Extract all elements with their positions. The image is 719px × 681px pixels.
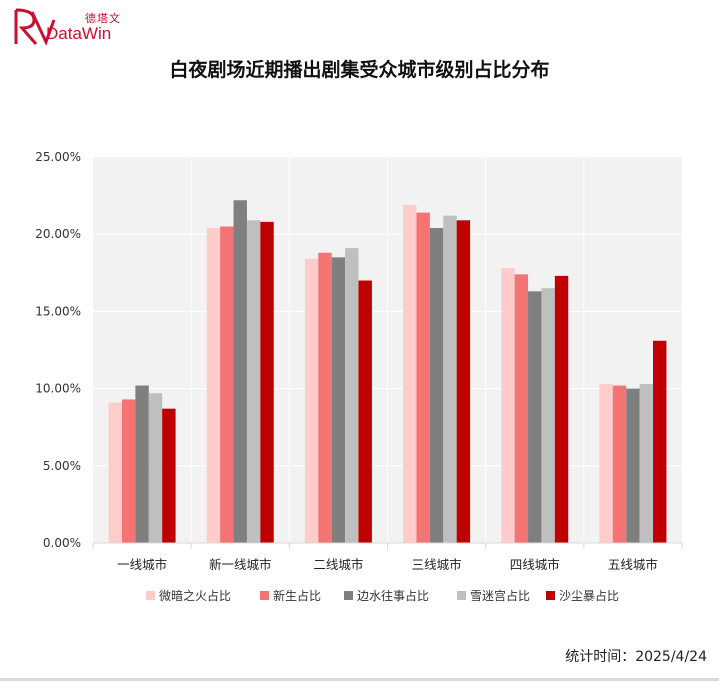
- x-tick-label: 五线城市: [608, 557, 658, 572]
- bar: [541, 288, 555, 543]
- y-tick-label: 25.00%: [35, 150, 81, 164]
- stat-time-label: 统计时间：: [565, 649, 636, 665]
- bar: [233, 200, 247, 543]
- datawin-logo-icon: [14, 8, 56, 46]
- legend-swatch: [457, 591, 466, 600]
- bar: [514, 274, 529, 543]
- bar: [121, 399, 136, 543]
- bar: [501, 268, 515, 543]
- bar: [416, 212, 430, 544]
- legend-label: 边水往事占比: [357, 588, 429, 603]
- legend-swatch: [546, 591, 555, 600]
- legend-label: 雪迷宫占比: [470, 588, 530, 603]
- bar: [260, 221, 274, 543]
- legend-swatch: [344, 591, 353, 600]
- bar: [135, 385, 149, 543]
- stat-time: 统计时间：2025/4/24: [565, 646, 707, 666]
- x-tick-label: 三线城市: [412, 557, 462, 572]
- bar: [403, 204, 417, 543]
- bar: [554, 275, 569, 543]
- bar: [429, 228, 444, 544]
- bar: [626, 388, 640, 543]
- bar: [304, 258, 319, 543]
- bar: [220, 226, 234, 544]
- bar: [456, 220, 471, 543]
- legend-swatch: [146, 591, 155, 600]
- bar: [162, 408, 176, 543]
- legend-label: 新生占比: [273, 588, 321, 603]
- x-tick-label: 新一线城市: [209, 557, 272, 572]
- legend-label: 沙尘暴占比: [559, 588, 619, 603]
- y-tick-label: 20.00%: [35, 227, 81, 241]
- legend-label: 微暗之火占比: [159, 588, 231, 603]
- bar: [612, 385, 627, 543]
- brand-name-en: DataWin: [46, 24, 112, 43]
- bar: [108, 402, 122, 543]
- x-tick-label: 一线城市: [117, 557, 167, 572]
- x-tick-label: 四线城市: [510, 557, 560, 572]
- bar: [358, 280, 372, 543]
- bar: [331, 257, 346, 543]
- y-tick-label: 10.00%: [35, 382, 81, 396]
- bar: [443, 215, 457, 543]
- stat-time-date: 2025/4/24: [635, 649, 707, 665]
- y-tick-label: 0.00%: [43, 536, 81, 550]
- y-tick-label: 15.00%: [35, 304, 81, 318]
- bar: [639, 383, 654, 543]
- bar: [345, 248, 359, 543]
- x-tick-label: 二线城市: [313, 557, 363, 572]
- bar: [528, 291, 542, 543]
- bar: [318, 252, 332, 543]
- bar: [246, 220, 261, 543]
- bar: [653, 340, 667, 543]
- bar: [148, 393, 163, 543]
- bottom-rule: [0, 678, 719, 681]
- bar: [599, 383, 613, 543]
- legend-swatch: [260, 591, 269, 600]
- y-tick-label: 5.00%: [43, 459, 81, 473]
- bar: [206, 228, 221, 544]
- bar-chart: 0.00% 5.00% 10.00% 15.00% 20.00% 25.00% 一线城市 新一…: [35, 150, 683, 603]
- brand-name-cn: 德塔文: [85, 12, 121, 25]
- chart-title: 白夜剧场近期播出剧集受众城市级别占比分布: [169, 59, 550, 81]
